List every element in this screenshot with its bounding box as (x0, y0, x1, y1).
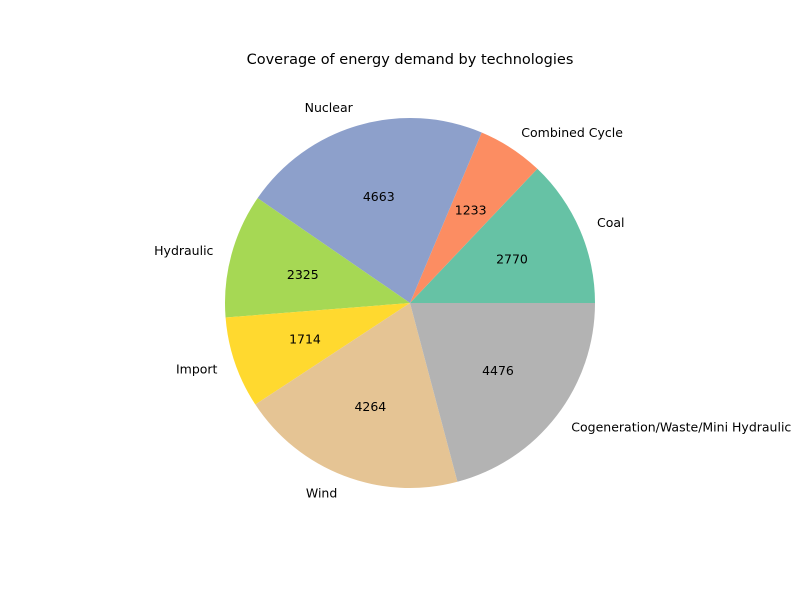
slice-cogeneration-waste-mini-hydraulic (410, 303, 595, 482)
value-wind: 4264 (354, 399, 386, 414)
slice-value-labels: 2770 1233 4663 2325 1714 4264 4476 (287, 189, 528, 414)
label-wind: Wind (306, 486, 337, 501)
value-combined-cycle: 1233 (455, 203, 487, 218)
value-nuclear: 4663 (363, 189, 395, 204)
chart-title: Coverage of energy demand by technologie… (247, 52, 574, 68)
label-import: Import (176, 361, 218, 376)
slice-hydraulic (224, 198, 410, 318)
slice-labels: Coal Combined Cycle Nuclear Hydraulic Import… (154, 100, 791, 500)
label-combined-cycle: Combined Cycle (521, 125, 623, 140)
slice-import (225, 303, 410, 405)
slice-combined-cycle (410, 132, 538, 303)
value-coal: 2770 (496, 252, 528, 267)
label-coal: Coal (597, 215, 625, 230)
label-cogeneration-waste-mini-hydraulic: Cogeneration/Waste/Mini Hydraulic (571, 420, 791, 435)
value-import: 1714 (289, 331, 321, 346)
pie-slices (224, 118, 595, 488)
slice-nuclear (257, 118, 482, 303)
value-cogeneration-waste-mini-hydraulic: 4476 (482, 363, 514, 378)
slice-coal (410, 168, 595, 303)
label-hydraulic: Hydraulic (154, 243, 213, 258)
slice-wind (255, 303, 458, 488)
label-nuclear: Nuclear (305, 100, 354, 115)
value-hydraulic: 2325 (287, 267, 319, 282)
